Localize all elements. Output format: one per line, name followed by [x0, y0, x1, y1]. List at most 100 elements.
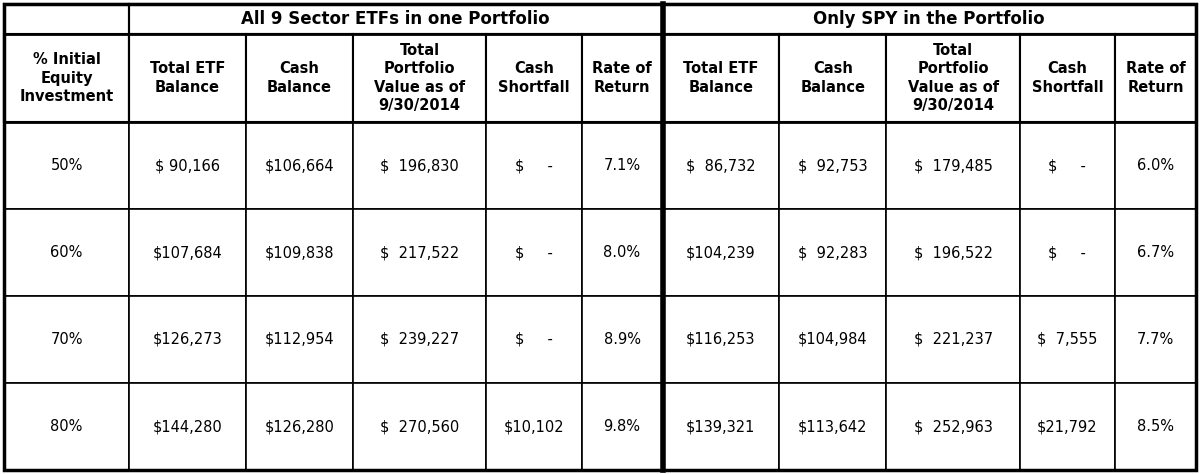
Bar — [887, 296, 1020, 383]
Text: $     -: $ - — [515, 158, 553, 173]
Bar — [779, 296, 887, 383]
Text: 7.7%: 7.7% — [1136, 332, 1174, 347]
Text: 8.5%: 8.5% — [1138, 419, 1174, 434]
Text: $     -: $ - — [515, 332, 553, 347]
Bar — [1115, 296, 1196, 383]
Bar — [353, 122, 486, 209]
Text: $  179,485: $ 179,485 — [913, 158, 992, 173]
Bar — [246, 34, 353, 122]
Text: Cash
Balance: Cash Balance — [266, 61, 332, 95]
Text: $  239,227: $ 239,227 — [380, 332, 460, 347]
Text: $  252,963: $ 252,963 — [913, 419, 992, 434]
Text: $  196,830: $ 196,830 — [380, 158, 458, 173]
Text: Cash
Shortfall: Cash Shortfall — [1032, 61, 1103, 95]
Bar — [130, 4, 662, 34]
Bar — [486, 122, 582, 209]
Bar — [662, 209, 779, 296]
Text: 9.8%: 9.8% — [604, 419, 641, 434]
Bar — [1020, 209, 1115, 296]
Bar — [130, 34, 246, 122]
Bar — [1115, 209, 1196, 296]
Bar — [887, 34, 1020, 122]
Bar — [779, 122, 887, 209]
Bar — [662, 296, 779, 383]
Bar — [130, 122, 246, 209]
Text: $     -: $ - — [1049, 245, 1086, 260]
Bar — [662, 383, 779, 470]
Text: $112,954: $112,954 — [264, 332, 334, 347]
Text: All 9 Sector ETFs in one Portfolio: All 9 Sector ETFs in one Portfolio — [241, 10, 550, 28]
Bar — [582, 296, 662, 383]
Bar — [582, 383, 662, 470]
Text: 8.0%: 8.0% — [604, 245, 641, 260]
Bar — [779, 383, 887, 470]
Bar — [4, 209, 130, 296]
Text: 60%: 60% — [50, 245, 83, 260]
Text: 70%: 70% — [50, 332, 83, 347]
Text: Rate of
Return: Rate of Return — [1126, 61, 1186, 95]
Text: 7.1%: 7.1% — [604, 158, 641, 173]
Text: $104,239: $104,239 — [686, 245, 756, 260]
Bar — [486, 209, 582, 296]
Text: Total ETF
Balance: Total ETF Balance — [150, 61, 226, 95]
Text: $113,642: $113,642 — [798, 419, 868, 434]
Bar — [130, 209, 246, 296]
Bar — [486, 383, 582, 470]
Text: % Initial
Equity
Investment: % Initial Equity Investment — [19, 52, 114, 104]
Bar — [4, 122, 130, 209]
Bar — [4, 34, 130, 122]
Bar — [246, 122, 353, 209]
Bar — [1115, 383, 1196, 470]
Text: $     -: $ - — [515, 245, 553, 260]
Bar — [1020, 122, 1115, 209]
Bar — [1115, 34, 1196, 122]
Text: Rate of
Return: Rate of Return — [592, 61, 652, 95]
Bar — [887, 122, 1020, 209]
Text: 8.9%: 8.9% — [604, 332, 641, 347]
Bar — [887, 383, 1020, 470]
Text: $21,792: $21,792 — [1037, 419, 1098, 434]
Bar — [4, 296, 130, 383]
Text: 6.7%: 6.7% — [1136, 245, 1174, 260]
Text: $126,280: $126,280 — [264, 419, 335, 434]
Bar — [246, 209, 353, 296]
Text: $139,321: $139,321 — [686, 419, 756, 434]
Text: Total
Portfolio
Value as of
9/30/2014: Total Portfolio Value as of 9/30/2014 — [907, 43, 998, 113]
Bar — [662, 34, 779, 122]
Bar — [779, 34, 887, 122]
Text: $  86,732: $ 86,732 — [686, 158, 756, 173]
Bar — [582, 209, 662, 296]
Bar — [582, 34, 662, 122]
Bar — [486, 34, 582, 122]
Text: $107,684: $107,684 — [152, 245, 222, 260]
Text: 80%: 80% — [50, 419, 83, 434]
Bar — [130, 296, 246, 383]
Bar — [353, 383, 486, 470]
Bar — [353, 209, 486, 296]
Bar — [662, 122, 779, 209]
Text: $  217,522: $ 217,522 — [380, 245, 460, 260]
Bar — [246, 383, 353, 470]
Text: Only SPY in the Portfolio: Only SPY in the Portfolio — [814, 10, 1045, 28]
Bar — [1020, 383, 1115, 470]
Bar — [662, 4, 1196, 34]
Bar — [246, 296, 353, 383]
Text: $116,253: $116,253 — [686, 332, 756, 347]
Bar — [779, 209, 887, 296]
Text: Total ETF
Balance: Total ETF Balance — [683, 61, 758, 95]
Text: $104,984: $104,984 — [798, 332, 868, 347]
Text: $  221,237: $ 221,237 — [913, 332, 992, 347]
Bar — [1020, 296, 1115, 383]
Bar — [1115, 122, 1196, 209]
Text: Cash
Balance: Cash Balance — [800, 61, 865, 95]
Bar — [130, 383, 246, 470]
Bar — [582, 122, 662, 209]
Text: 6.0%: 6.0% — [1136, 158, 1174, 173]
Text: 50%: 50% — [50, 158, 83, 173]
Text: $  7,555: $ 7,555 — [1037, 332, 1098, 347]
Text: $  270,560: $ 270,560 — [380, 419, 460, 434]
Bar — [353, 34, 486, 122]
Text: $106,664: $106,664 — [264, 158, 334, 173]
Bar — [353, 296, 486, 383]
Text: $  92,753: $ 92,753 — [798, 158, 868, 173]
